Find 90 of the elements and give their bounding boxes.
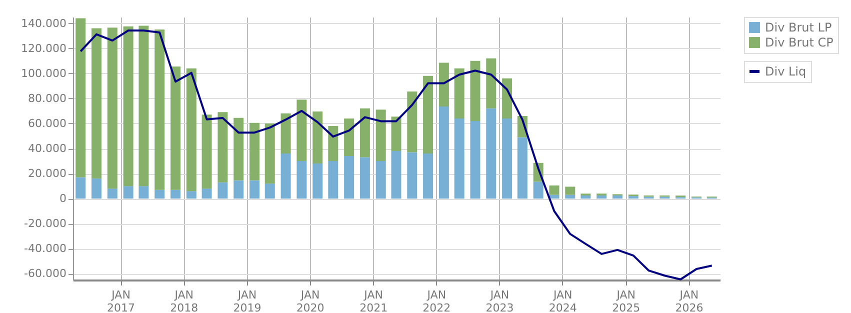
bar <box>107 188 118 199</box>
y-tick-label: -40.000 <box>24 242 66 256</box>
bar <box>123 186 134 199</box>
legend-label: Div Brut LP <box>765 20 832 34</box>
bar <box>376 110 386 162</box>
bar <box>344 118 354 156</box>
bar <box>138 186 149 199</box>
bar <box>438 106 449 199</box>
bar <box>280 154 291 199</box>
bar <box>154 30 165 190</box>
y-tick-label: 120.000 <box>21 42 66 55</box>
bar <box>502 78 512 118</box>
bar <box>565 186 576 195</box>
bar <box>344 156 354 199</box>
bar <box>234 118 244 180</box>
bar <box>92 178 102 199</box>
x-tick-label: JAN 2024 <box>548 288 577 313</box>
bar <box>549 185 560 195</box>
bar <box>423 154 434 199</box>
bar <box>517 137 528 199</box>
bar <box>76 18 86 178</box>
bar <box>502 118 512 199</box>
bar <box>486 108 496 199</box>
y-tick-label: 140.000 <box>21 16 66 30</box>
legend-label: Div Brut CP <box>765 36 834 50</box>
y-tick-label: 60.000 <box>28 116 66 130</box>
bar <box>202 188 212 199</box>
bar <box>596 195 607 199</box>
bar <box>486 58 496 108</box>
bar <box>360 108 370 158</box>
bar <box>107 28 118 189</box>
bar <box>454 118 464 199</box>
bar <box>438 62 449 107</box>
bar <box>123 26 134 186</box>
x-tick-label: JAN 2021 <box>360 288 388 313</box>
y-tick-label: -20.000 <box>24 217 66 230</box>
y-tick-label: 100.000 <box>21 66 66 80</box>
x-tick-label: JAN 2017 <box>107 288 136 313</box>
bar <box>470 120 480 199</box>
bar <box>170 66 181 190</box>
bar <box>154 190 165 199</box>
y-tick-label: 80.000 <box>28 92 66 105</box>
x-tick-label: JAN 2022 <box>422 288 451 313</box>
y-tick-label: 0 <box>60 192 66 206</box>
bar <box>407 152 418 199</box>
bar <box>470 60 480 121</box>
bar <box>312 112 323 164</box>
y-tick-label: -60.000 <box>24 267 66 280</box>
line-series <box>80 30 713 280</box>
bar <box>391 116 402 152</box>
bar <box>296 100 307 162</box>
bar <box>280 113 291 154</box>
bar <box>328 161 338 199</box>
bar <box>218 182 228 199</box>
y-tick-label: 40.000 <box>28 142 66 155</box>
bar <box>391 151 402 199</box>
bar <box>565 194 576 199</box>
bar <box>312 164 323 199</box>
legend-label: Div Liq <box>765 64 806 78</box>
bar <box>218 112 228 182</box>
x-tick-label: JAN 2019 <box>233 288 262 313</box>
bar <box>628 196 638 199</box>
bar <box>612 195 622 199</box>
bar <box>423 76 434 154</box>
y-tick-label: 20.000 <box>28 167 66 180</box>
x-tick-label: JAN 2020 <box>296 288 324 313</box>
bar <box>202 114 212 189</box>
bar <box>138 26 149 186</box>
x-tick-label: JAN 2023 <box>486 288 514 313</box>
bar <box>234 180 244 199</box>
bar <box>376 161 386 199</box>
bar <box>250 122 260 180</box>
bar <box>328 126 338 162</box>
bar <box>186 191 196 199</box>
bar <box>580 195 591 199</box>
bar <box>360 157 370 199</box>
bar <box>76 177 86 199</box>
bar <box>264 184 275 199</box>
x-tick-label: JAN 2025 <box>612 288 640 313</box>
x-tick-label: JAN 2018 <box>170 288 198 313</box>
bar <box>454 68 464 118</box>
bar <box>170 190 181 199</box>
bar <box>250 180 260 199</box>
bar <box>533 182 544 199</box>
bar <box>407 92 418 152</box>
x-tick-label: JAN 2026 <box>675 288 704 313</box>
bar <box>264 123 275 184</box>
bar <box>186 68 196 192</box>
bar <box>92 28 102 179</box>
bar <box>296 161 307 199</box>
